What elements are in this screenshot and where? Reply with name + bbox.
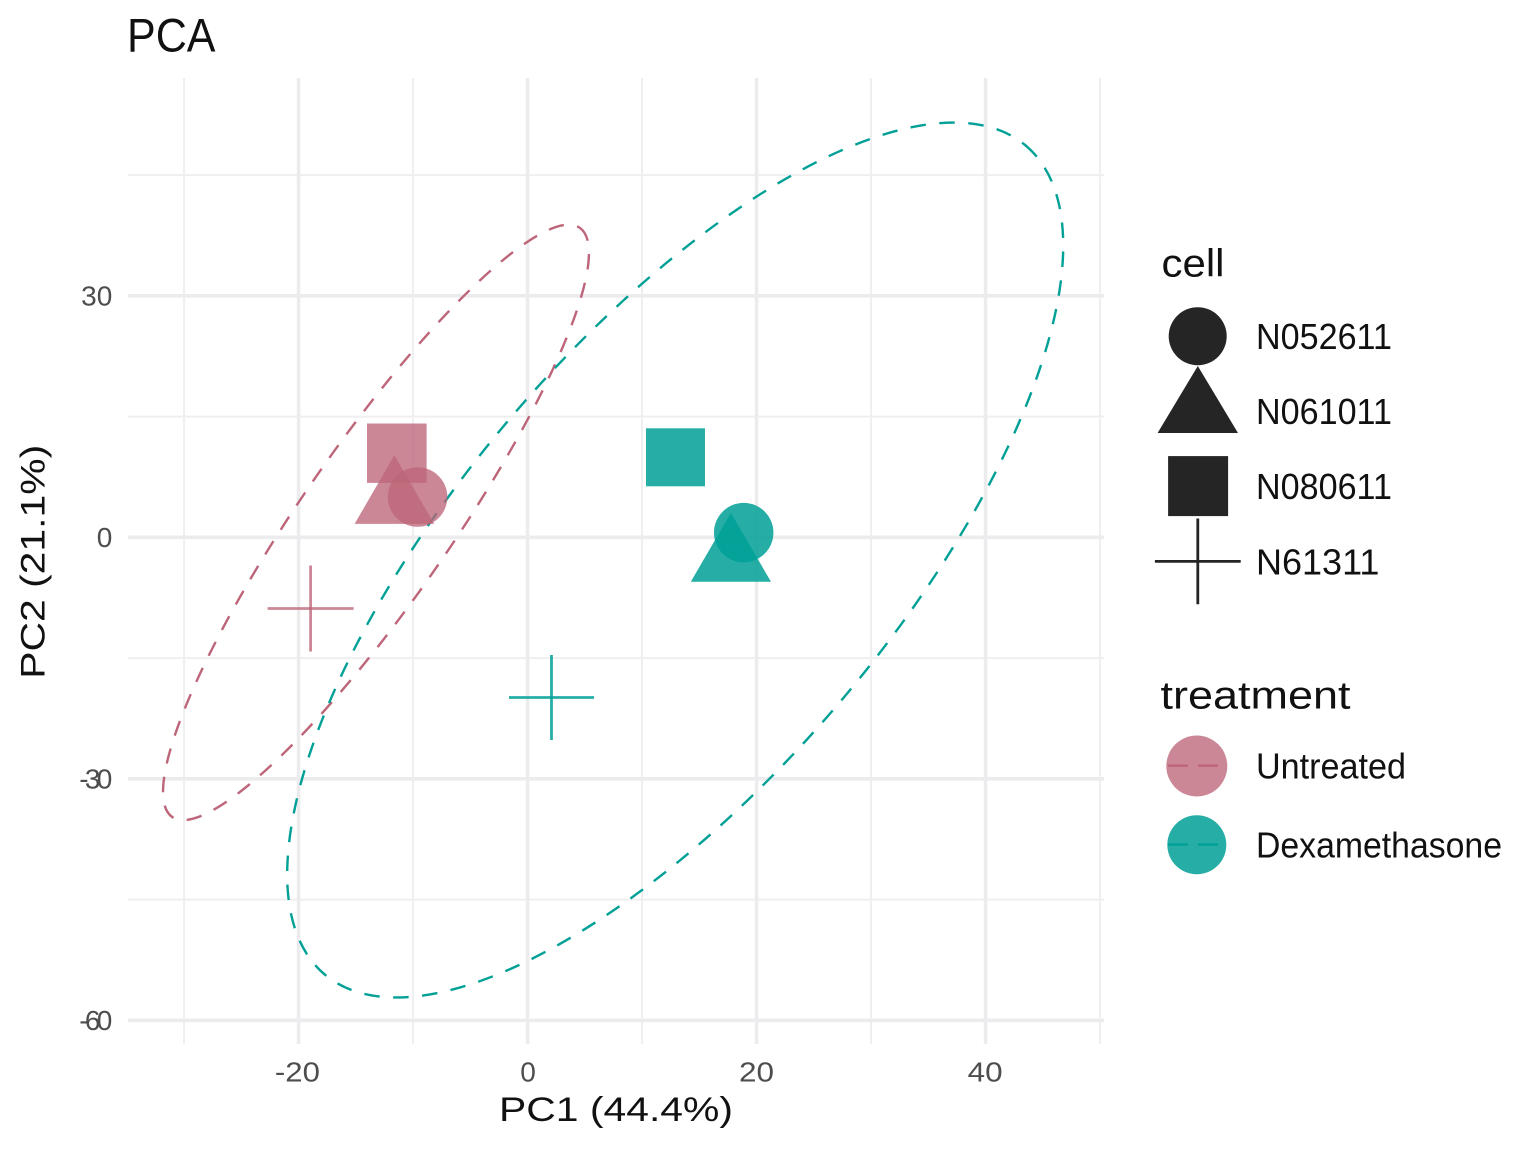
svg-text:-20: -20 — [275, 1056, 320, 1087]
svg-text:40: 40 — [968, 1056, 1003, 1087]
svg-text:-60: -60 — [79, 1005, 112, 1036]
svg-text:PCA: PCA — [127, 9, 216, 62]
svg-text:cell: cell — [1162, 242, 1225, 285]
svg-text:Untreated: Untreated — [1256, 746, 1406, 787]
svg-text:PC1 (44.4%): PC1 (44.4%) — [499, 1091, 733, 1129]
svg-text:N080611: N080611 — [1256, 466, 1392, 507]
svg-text:0: 0 — [97, 522, 113, 553]
svg-text:0: 0 — [520, 1056, 536, 1087]
svg-text:treatment: treatment — [1161, 675, 1351, 718]
svg-text:N061011: N061011 — [1256, 391, 1392, 432]
svg-text:PC2 (21.1%): PC2 (21.1%) — [14, 445, 52, 679]
svg-text:Dexamethasone: Dexamethasone — [1256, 825, 1502, 866]
svg-text:N61311: N61311 — [1256, 541, 1379, 582]
svg-text:-30: -30 — [79, 764, 112, 795]
svg-text:30: 30 — [81, 281, 112, 312]
svg-text:N052611: N052611 — [1256, 316, 1392, 357]
svg-text:20: 20 — [739, 1056, 774, 1087]
